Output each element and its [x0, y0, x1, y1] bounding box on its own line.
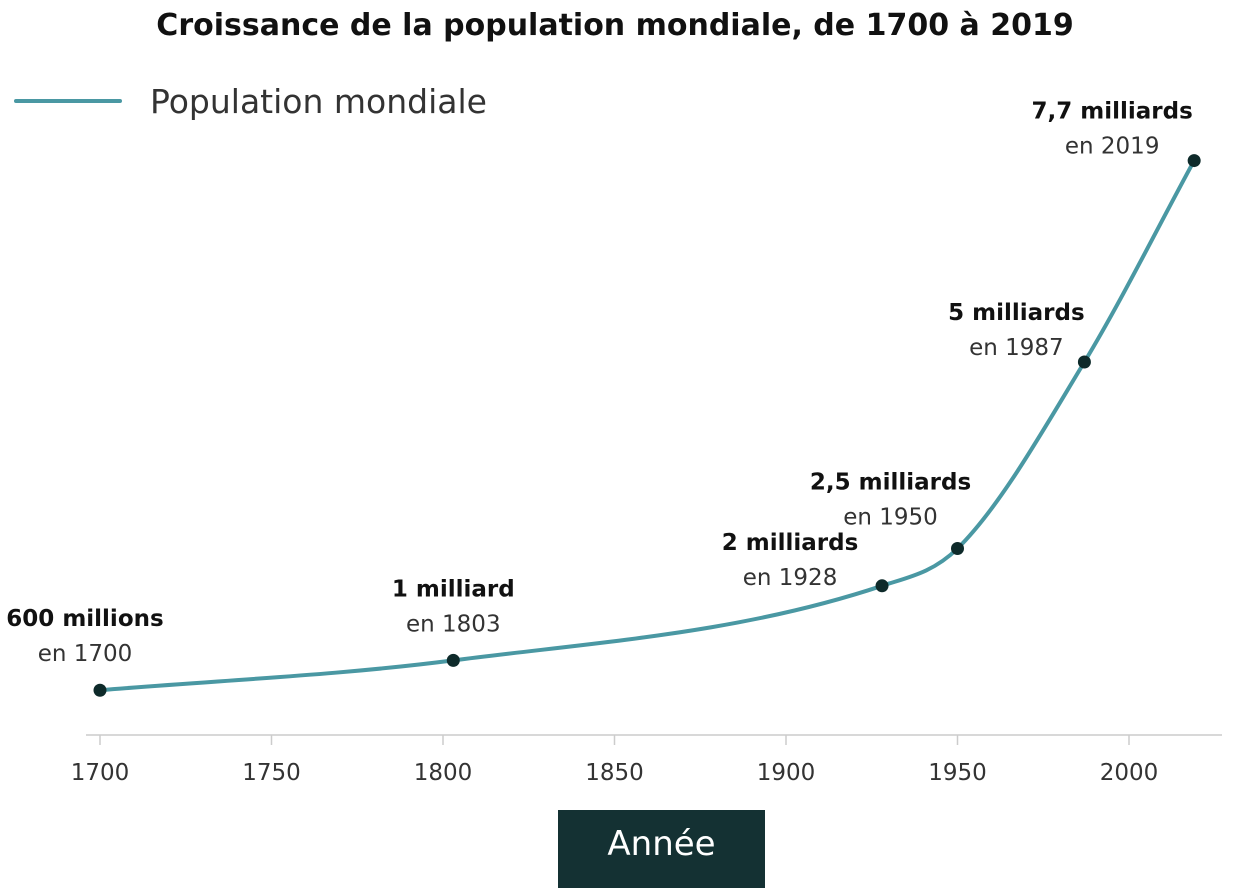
data-point — [1187, 154, 1201, 168]
annotation-year: en 1700 — [38, 641, 133, 667]
x-tick-label: 1850 — [585, 760, 644, 786]
legend-line-swatch — [14, 99, 122, 103]
annotation-year: en 1803 — [406, 611, 501, 637]
annotation-year: en 1928 — [743, 565, 838, 591]
data-point — [875, 579, 889, 593]
data-point — [446, 653, 460, 667]
annotation-year: en 2019 — [1065, 134, 1160, 160]
data-point — [951, 542, 964, 555]
annotation-value: 7,7 milliards — [1032, 99, 1193, 125]
data-point — [1077, 355, 1091, 369]
x-tick-label: 1800 — [414, 760, 473, 786]
population-line — [98, 158, 1197, 693]
x-tick-label: 1900 — [757, 760, 816, 786]
x-tick-label: 1750 — [242, 760, 301, 786]
x-tick-label: 1950 — [928, 760, 987, 786]
legend: Population mondiale — [14, 78, 487, 124]
chart-title: Croissance de la population mondiale, de… — [156, 8, 1074, 43]
x-tick-label: 2000 — [1100, 760, 1159, 786]
annotation-value: 2,5 milliards — [810, 470, 971, 496]
data-point — [93, 683, 107, 697]
x-axis-title: Année — [558, 810, 765, 888]
x-tick-label: 1700 — [71, 760, 130, 786]
annotation-value: 600 millions — [6, 606, 163, 632]
legend-label: Population mondiale — [150, 81, 487, 121]
annotation-value: 2 milliards — [722, 530, 859, 556]
annotation-value: 5 milliards — [948, 300, 1085, 326]
annotation-value: 1 milliard — [392, 576, 515, 602]
annotation-year: en 1950 — [843, 505, 938, 531]
annotation-year: en 1987 — [969, 335, 1064, 361]
